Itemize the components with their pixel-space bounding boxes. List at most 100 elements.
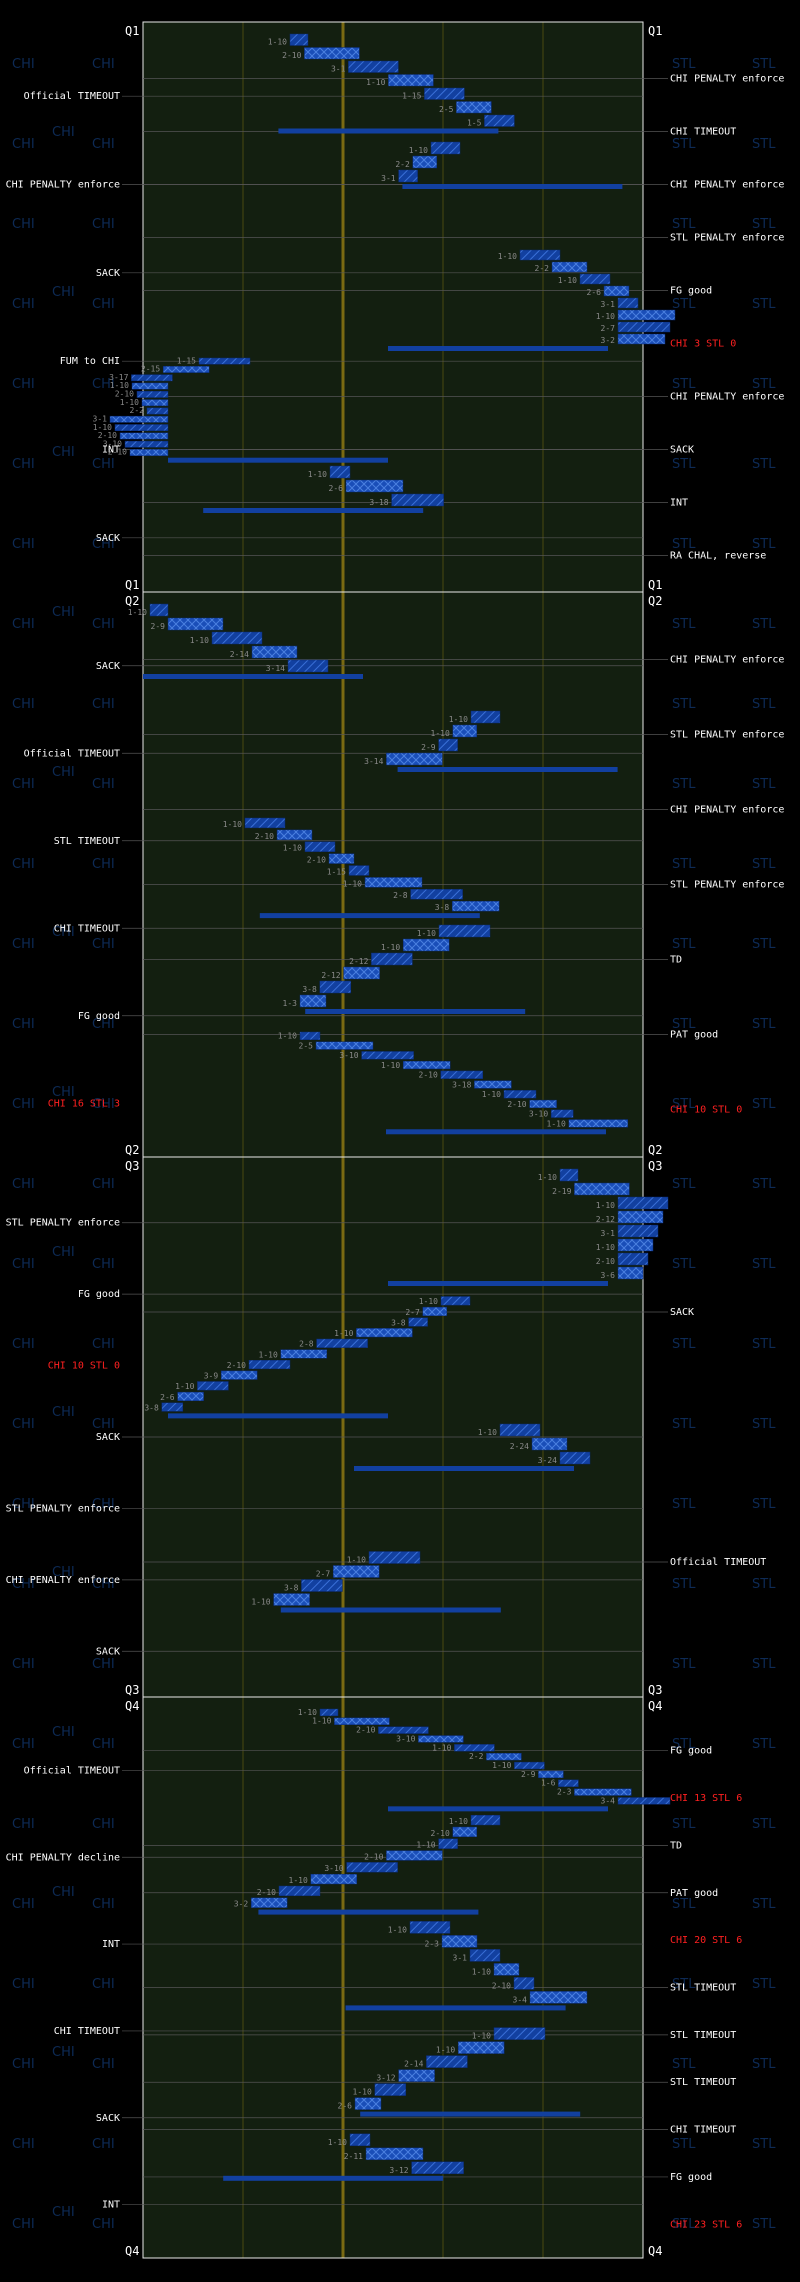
play-bar <box>149 603 169 617</box>
play-label: 2-9 <box>521 1770 536 1779</box>
play-label: 1-10 <box>538 1173 557 1182</box>
kick-bar <box>360 2111 581 2117</box>
kick-bar <box>386 1129 606 1135</box>
play-bar <box>452 724 478 738</box>
event-label: INT <box>102 2200 120 2211</box>
kick-bar <box>259 913 480 919</box>
play-label: 1-10 <box>381 943 400 952</box>
watermark-chi: CHI <box>92 1417 115 1432</box>
event-label: FUM to CHI <box>60 356 120 367</box>
watermark-chi: CHI <box>12 1897 35 1912</box>
play-bar <box>617 297 639 309</box>
watermark-chi: CHI <box>52 1565 75 1580</box>
play-bar <box>244 817 286 829</box>
play-bar <box>408 1317 428 1327</box>
watermark-chi: CHI <box>12 1017 35 1032</box>
play-label: 1-10 <box>417 929 436 938</box>
watermark-chi: CHI <box>52 1085 75 1100</box>
watermark-stl: STL <box>752 1497 776 1512</box>
watermark-stl: STL <box>752 697 776 712</box>
play-bar <box>371 952 413 966</box>
kick-bar <box>223 2175 444 2181</box>
event-label: CHI PENALTY enforce <box>670 655 784 666</box>
play-bar <box>474 1080 512 1089</box>
watermark-chi: CHI <box>12 617 35 632</box>
play-label: 1-10 <box>110 381 129 390</box>
play-bar <box>388 74 434 87</box>
play-bar <box>398 2069 435 2082</box>
play-label: 2-3 <box>557 1788 572 1797</box>
play-label: 2-10 <box>431 1829 450 1838</box>
event-label: PAT good <box>670 1888 718 1899</box>
watermark-stl: STL <box>752 2217 776 2232</box>
event-label: CHI TIMEOUT <box>670 127 736 138</box>
kick-bar <box>203 508 424 513</box>
play-label: 1-10 <box>298 1708 317 1717</box>
event-label: INT <box>102 445 120 456</box>
watermark-stl: STL <box>672 1417 696 1432</box>
play-label: 3-8 <box>302 985 317 994</box>
play-bar <box>617 1196 669 1210</box>
play-label: 2-7 <box>601 324 616 333</box>
play-label: 1-6 <box>541 1779 556 1788</box>
watermark-chi: CHI <box>92 857 115 872</box>
play-bar <box>513 1977 535 1990</box>
play-label: 3-2 <box>601 336 616 345</box>
play-label: 3-1 <box>331 65 346 74</box>
watermark-stl: STL <box>752 537 776 552</box>
watermark-stl: STL <box>752 1737 776 1752</box>
watermark-chi: CHI <box>52 445 75 460</box>
event-label: CHI TIMEOUT <box>54 923 120 934</box>
play-label: 1-10 <box>353 2088 372 2097</box>
play-bar <box>136 390 169 398</box>
play-bar <box>438 924 491 938</box>
event-label: CHI PENALTY enforce <box>6 1575 120 1586</box>
play-label: 1-5 <box>467 119 482 128</box>
watermark-chi: CHI <box>12 377 35 392</box>
watermark-chi: CHI <box>92 1657 115 1672</box>
play-bar <box>131 382 169 390</box>
play-bar <box>119 432 169 440</box>
play-bar <box>456 101 492 114</box>
watermark-stl: STL <box>752 457 776 472</box>
quarter-label: Q2 <box>648 1143 662 1157</box>
play-bar <box>574 1182 630 1196</box>
play-bar <box>617 309 676 321</box>
watermark-chi: CHI <box>12 1337 35 1352</box>
watermark-chi: CHI <box>52 1245 75 1260</box>
play-label: 1-10 <box>268 38 287 47</box>
watermark-stl: STL <box>672 857 696 872</box>
play-label: 1-10 <box>478 1428 497 1437</box>
event-label: TD <box>670 955 682 966</box>
event-label: SACK <box>96 1646 120 1657</box>
event-label: CHI 10 STL 0 <box>48 1361 120 1372</box>
watermark-chi: CHI <box>12 297 35 312</box>
play-label: 1-10 <box>283 844 302 853</box>
quarter-label: Q2 <box>125 1143 139 1157</box>
watermark-stl: STL <box>672 457 696 472</box>
watermark-chi: CHI <box>12 1577 35 1592</box>
play-bar <box>493 1963 520 1976</box>
play-bar <box>310 1873 358 1885</box>
play-label: 2-12 <box>349 957 368 966</box>
play-label: 2-2 <box>469 1752 484 1761</box>
play-bar <box>348 60 399 73</box>
play-bar <box>361 1051 414 1060</box>
play-bar <box>374 2083 407 2096</box>
play-label: 1-10 <box>431 729 450 738</box>
watermark-chi: CHI <box>92 617 115 632</box>
play-label: 2-15 <box>141 365 160 374</box>
play-label: 1-10 <box>558 276 577 285</box>
play-label: 2-10 <box>227 1361 246 1370</box>
event-label: Official TIMEOUT <box>24 91 120 102</box>
watermark-chi: CHI <box>12 2217 35 2232</box>
play-bar <box>430 141 461 155</box>
watermark-chi: CHI <box>52 285 75 300</box>
play-bar <box>617 321 671 333</box>
play-bar <box>316 1338 368 1348</box>
play-label: 2-2 <box>130 406 145 415</box>
play-bar <box>197 1381 229 1391</box>
play-label: 2-10 <box>419 1071 438 1080</box>
event-label: STL TIMEOUT <box>670 2030 736 2041</box>
watermark-chi: CHI <box>52 1725 75 1740</box>
